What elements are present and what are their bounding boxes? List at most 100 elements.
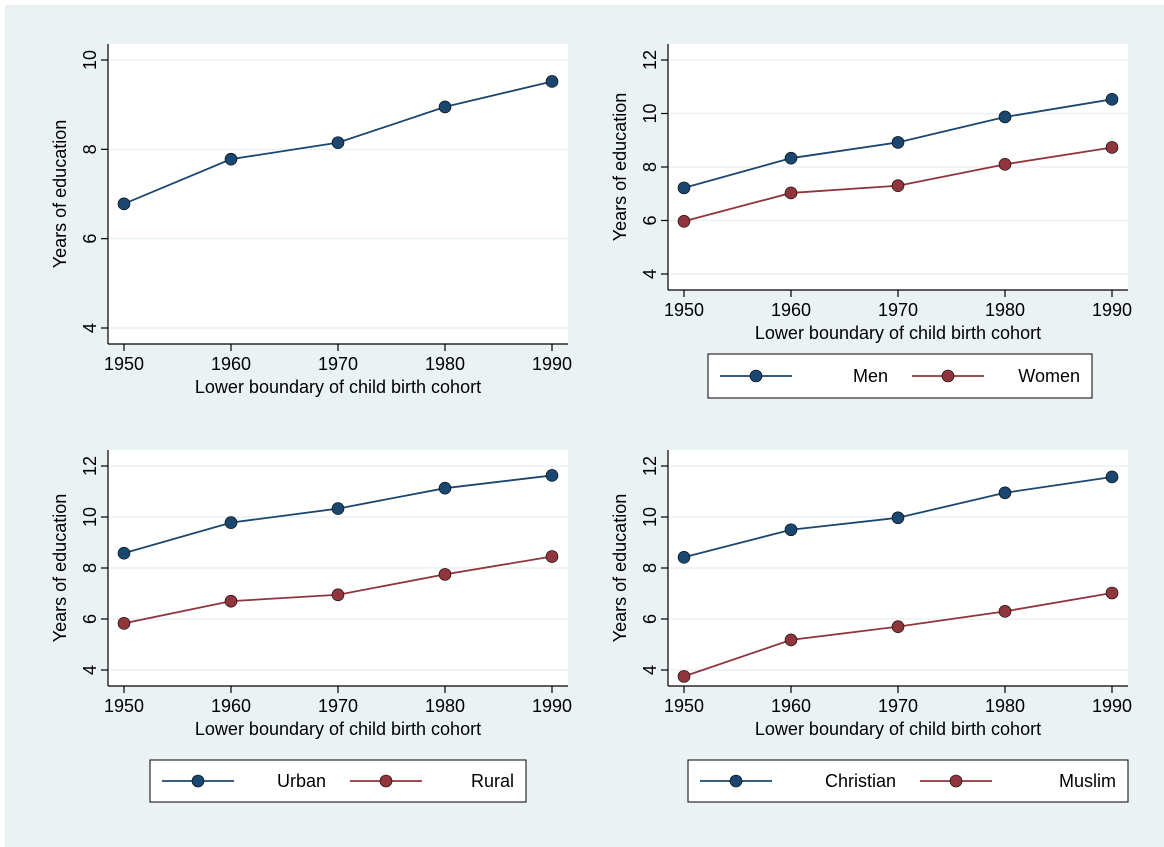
data-point — [891, 620, 905, 633]
x-tick-label: 1950 — [104, 354, 144, 374]
data-point — [224, 152, 238, 166]
data-point — [677, 550, 691, 564]
legend-marker — [191, 774, 205, 788]
y-tick-label: 4 — [80, 665, 100, 675]
x-axis-title: Lower boundary of child birth cohort — [755, 323, 1041, 343]
legend-label: Rural — [471, 771, 514, 791]
x-tick-label: 1990 — [532, 354, 572, 374]
y-tick-label: 12 — [640, 50, 660, 70]
chart-panel-4: 4 6 8 10 12 1950 1960 1970 1980 1990 Lower boundar… — [610, 450, 1132, 803]
chart-panel-2: 4 6 8 10 12 1950 1960 1970 1980 1990 Lower boundar… — [610, 44, 1132, 399]
y-tick-label: 4 — [80, 323, 100, 333]
data-point — [438, 481, 452, 495]
x-tick-label: 1970 — [878, 300, 918, 320]
data-point — [998, 605, 1012, 618]
x-tick-label: 1960 — [211, 354, 251, 374]
x-tick-label: 1980 — [985, 300, 1025, 320]
x-tick-label: 1980 — [425, 354, 465, 374]
y-tick-label: 6 — [80, 234, 100, 244]
y-tick-label: 8 — [80, 563, 100, 573]
y-tick-label: 8 — [640, 563, 660, 573]
x-tick-label: 1950 — [104, 696, 144, 716]
data-point — [677, 181, 691, 195]
data-point — [784, 151, 798, 165]
y-tick-label: 6 — [640, 614, 660, 624]
x-tick-label: 1970 — [318, 354, 358, 374]
data-point — [677, 670, 691, 683]
data-point — [331, 588, 345, 602]
data-point — [891, 511, 905, 525]
legend: Men Women — [707, 353, 1093, 399]
legend-marker — [949, 774, 963, 788]
y-tick-label: 8 — [80, 144, 100, 154]
y-axis-title: Years of education — [50, 494, 70, 642]
data-point — [784, 523, 798, 537]
data-point — [438, 100, 452, 114]
y-axis-title: Years of education — [50, 120, 70, 268]
data-point — [117, 197, 131, 211]
y-axis-title: Years of education — [610, 494, 630, 642]
y-tick-label: 10 — [80, 50, 100, 70]
data-point — [545, 469, 559, 482]
data-point — [1105, 586, 1119, 600]
x-tick-label: 1980 — [985, 696, 1025, 716]
data-point — [331, 502, 345, 515]
x-tick-label: 1970 — [318, 696, 358, 716]
x-tick-label: 1960 — [211, 696, 251, 716]
y-tick-label: 10 — [80, 507, 100, 527]
x-axis-title: Lower boundary of child birth cohort — [755, 719, 1041, 739]
data-point — [998, 486, 1012, 500]
data-point — [677, 215, 691, 228]
legend-label: Muslim — [1059, 771, 1116, 791]
data-point — [891, 136, 905, 149]
y-tick-label: 12 — [640, 456, 660, 476]
y-tick-label: 6 — [640, 215, 660, 225]
data-point — [117, 617, 131, 630]
x-tick-label: 1990 — [532, 696, 572, 716]
x-tick-label: 1950 — [664, 300, 704, 320]
data-point — [784, 186, 798, 200]
data-point — [545, 75, 559, 88]
legend-marker — [749, 369, 763, 383]
y-tick-label: 10 — [640, 507, 660, 527]
y-tick-label: 4 — [640, 269, 660, 279]
data-point — [998, 110, 1012, 124]
legend: Urban Rural — [149, 759, 527, 803]
y-tick-label: 4 — [640, 665, 660, 675]
x-tick-label: 1960 — [771, 300, 811, 320]
x-axis-title: Lower boundary of child birth cohort — [195, 719, 481, 739]
x-tick-label: 1970 — [878, 696, 918, 716]
legend-label: Women — [1018, 366, 1080, 386]
y-tick-label: 10 — [640, 103, 660, 123]
plot-area — [108, 44, 568, 344]
chart-panels: 4 6 8 10 1950 1960 1970 1980 1990 Lower boundary … — [50, 44, 1132, 803]
data-point — [224, 516, 238, 529]
data-point — [1105, 470, 1119, 484]
data-point — [224, 594, 238, 608]
data-point — [438, 568, 452, 581]
legend-label: Christian — [825, 771, 896, 791]
data-point — [1105, 93, 1119, 106]
y-axis-title: Years of education — [610, 93, 630, 241]
x-tick-label: 1980 — [425, 696, 465, 716]
y-tick-label: 8 — [640, 162, 660, 172]
legend-marker — [379, 774, 393, 788]
x-tick-label: 1950 — [664, 696, 704, 716]
data-point — [998, 158, 1012, 171]
data-point — [117, 546, 131, 560]
legend-label: Urban — [277, 771, 326, 791]
data-point — [331, 136, 345, 149]
chart-panel-1: 4 6 8 10 1950 1960 1970 1980 1990 Lower boundary … — [50, 44, 572, 397]
data-point — [545, 550, 559, 563]
legend-marker — [729, 774, 743, 788]
legend-marker — [941, 369, 955, 383]
legend-label: Men — [853, 366, 888, 386]
x-tick-label: 1990 — [1092, 696, 1132, 716]
legend: Christian Muslim — [687, 759, 1129, 803]
chart-panel-3: 4 6 8 10 12 1950 1960 1970 1980 1990 Lower boundar… — [50, 450, 572, 803]
y-tick-label: 6 — [80, 614, 100, 624]
data-point — [891, 179, 905, 193]
y-tick-label: 12 — [80, 456, 100, 476]
x-axis-title: Lower boundary of child birth cohort — [195, 377, 481, 397]
